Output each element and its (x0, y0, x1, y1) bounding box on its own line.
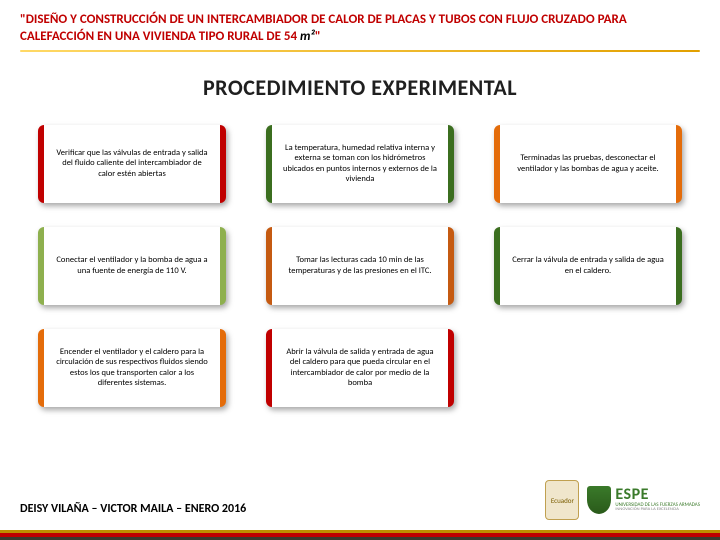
procedure-grid: Verificar que las válvulas de entrada y … (0, 125, 720, 407)
section-title: PROCEDIMIENTO EXPERIMENTAL (0, 74, 720, 101)
procedure-card: La temperatura, humedad relativa interna… (266, 125, 454, 203)
title-m2: m² (300, 29, 315, 44)
footer-logos: Ecuador ESPE UNIVERSIDAD DE LAS FUERZAS … (545, 480, 700, 524)
procedure-card: Verificar que las válvulas de entrada y … (38, 125, 226, 203)
card-text: Encender el ventilador y el caldero para… (54, 347, 210, 390)
header-title: "DISEÑO Y CONSTRUCCIÓN DE UN INTERCAMBIA… (20, 12, 700, 46)
espe-text-block: ESPE UNIVERSIDAD DE LAS FUERZAS ARMADAS … (615, 487, 700, 513)
card-text: Verificar que las válvulas de entrada y … (54, 148, 210, 180)
procedure-card: Cerrar la válvula de entrada y salida de… (494, 227, 682, 305)
procedure-card: Abrir la válvula de salida y entrada de … (266, 329, 454, 407)
procedure-card: Conectar el ventilador y la bomba de agu… (38, 227, 226, 305)
ecuador-badge-icon: Ecuador (545, 480, 579, 520)
title-text: "DISEÑO Y CONSTRUCCIÓN DE UN INTERCAMBIA… (20, 12, 627, 44)
procedure-card: Tomar las lecturas cada 10 min de las te… (266, 227, 454, 305)
header-underline (20, 50, 700, 52)
slide-footer: DEISY VILAÑA – VICTOR MAILA – ENERO 2016… (0, 480, 720, 540)
espe-main-text: ESPE (615, 487, 700, 503)
procedure-card: Terminadas las pruebas, desconectar el v… (494, 125, 682, 203)
card-text: Conectar el ventilador y la bomba de agu… (54, 255, 210, 276)
espe-sub2-text: INNOVACIÓN PARA LA EXCELENCIA (615, 508, 700, 513)
authors-text: DEISY VILAÑA – VICTOR MAILA – ENERO 2016 (20, 502, 246, 524)
card-text: Terminadas las pruebas, desconectar el v… (510, 153, 666, 174)
stripe-dark (0, 537, 720, 540)
card-text: La temperatura, humedad relativa interna… (282, 143, 438, 186)
card-text: Tomar las lecturas cada 10 min de las te… (282, 255, 438, 276)
slide-header: "DISEÑO Y CONSTRUCCIÓN DE UN INTERCAMBIA… (0, 0, 720, 56)
espe-logo: ESPE UNIVERSIDAD DE LAS FUERZAS ARMADAS … (587, 486, 700, 514)
procedure-card: Encender el ventilador y el caldero para… (38, 329, 226, 407)
footer-content: DEISY VILAÑA – VICTOR MAILA – ENERO 2016… (0, 480, 720, 530)
card-text: Abrir la válvula de salida y entrada de … (282, 347, 438, 390)
footer-stripes (0, 530, 720, 540)
card-text: Cerrar la válvula de entrada y salida de… (510, 255, 666, 276)
title-suffix: " (315, 29, 321, 44)
espe-shield-icon (587, 486, 611, 514)
